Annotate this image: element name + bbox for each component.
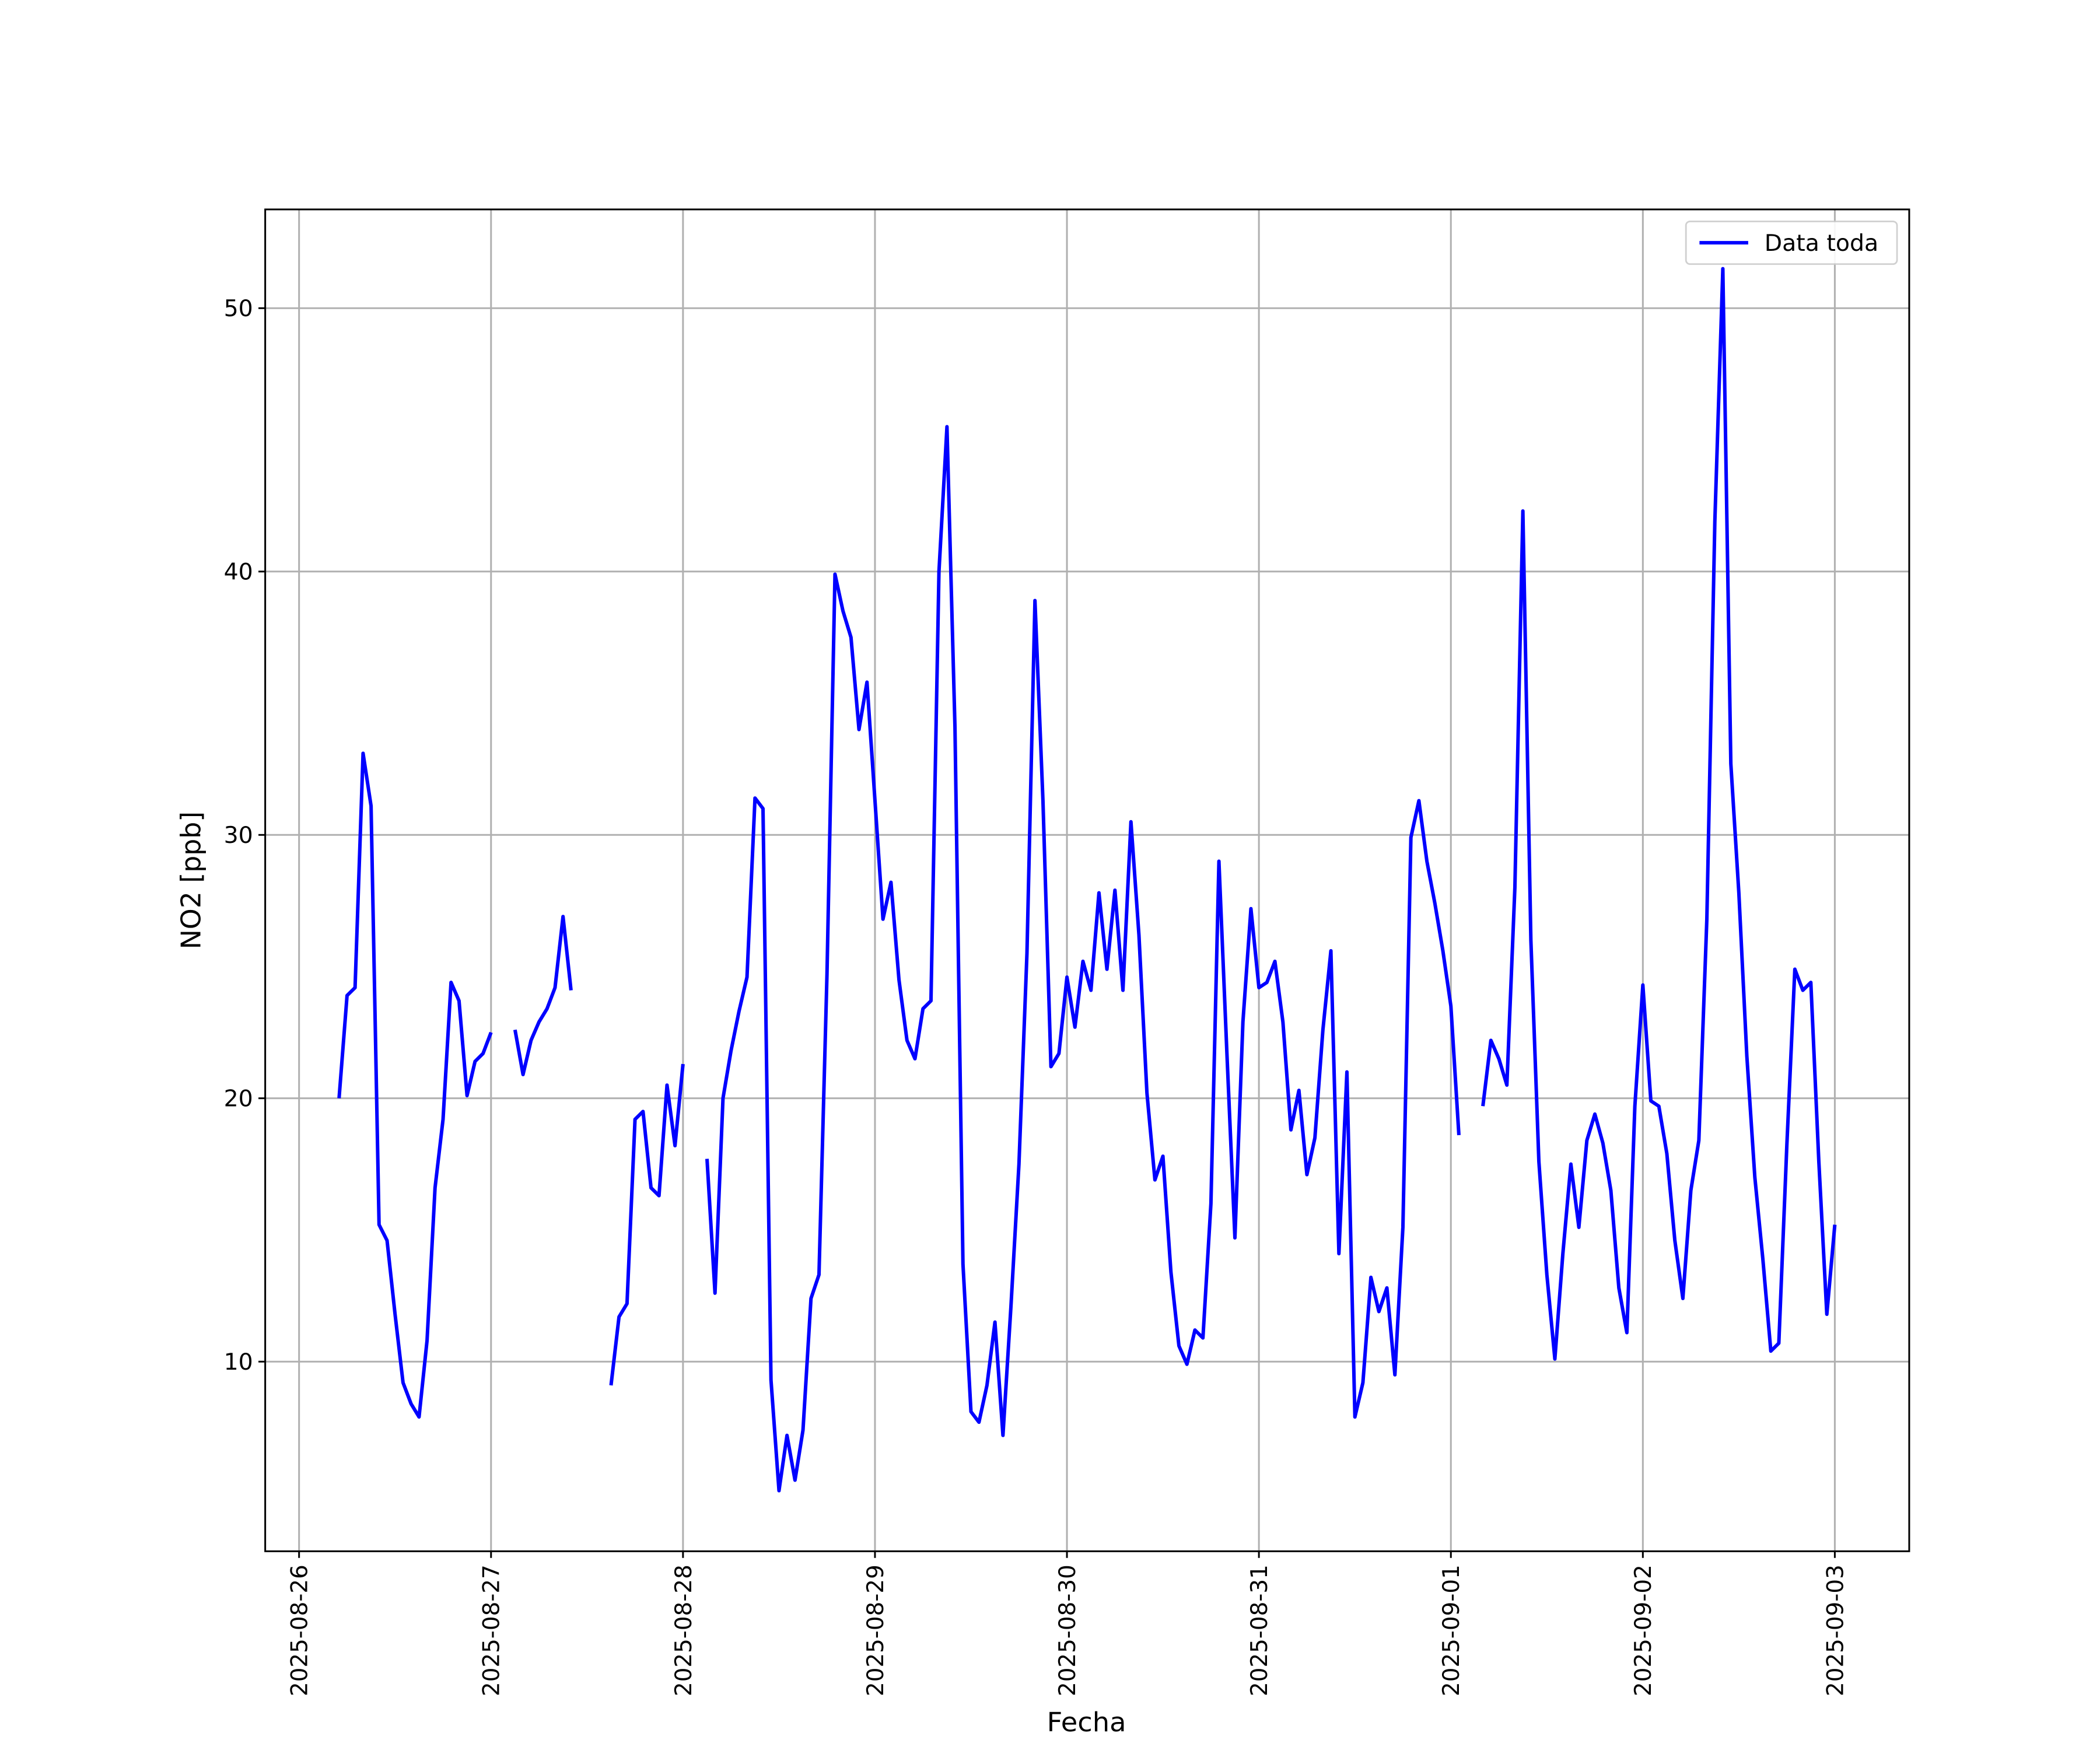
x-tick-label: 2025-08-31 [1247,1564,1273,1696]
x-axis-label: Fecha [1047,1706,1126,1738]
y-tick-label: 10 [224,1349,253,1376]
legend-box [1685,220,1898,265]
legend: Data toda [1685,220,1898,265]
y-tick-label: 40 [224,559,253,586]
data-line [337,267,1837,1493]
x-tick-label: 2025-08-29 [863,1564,889,1696]
x-tick-label: 2025-08-26 [286,1564,313,1696]
x-tick-label: 2025-08-30 [1055,1564,1081,1696]
x-tick-label: 2025-08-27 [478,1564,505,1696]
y-tick-label: 20 [224,1086,253,1112]
legend-label: Data toda [1765,230,1878,257]
y-axis-label: NO2 [ppb] [175,811,206,950]
x-tick-label: 2025-09-02 [1630,1564,1657,1696]
y-tick-label: 50 [224,296,253,322]
y-tick-label: 30 [224,822,253,849]
x-tick-label: 2025-09-01 [1438,1564,1465,1696]
x-tick-label: 2025-09-03 [1822,1564,1849,1696]
plot-frame [264,208,1910,1552]
x-tick-label: 2025-08-28 [671,1564,697,1696]
